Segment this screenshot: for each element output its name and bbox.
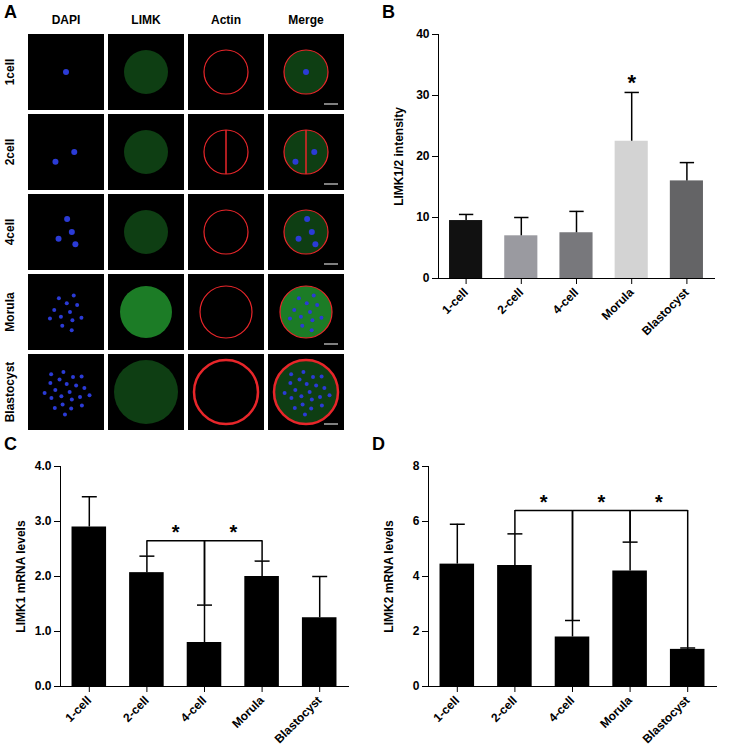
svg-text:4-cell: 4-cell <box>178 693 210 725</box>
svg-text:Morula: Morula <box>597 693 635 731</box>
html-text:C: C <box>4 434 17 454</box>
svg-text:Blastocyst: Blastocyst <box>3 362 17 423</box>
svg-text:*: * <box>627 70 636 95</box>
svg-text:*: * <box>172 521 180 543</box>
svg-text:LIMK1/2 intensity: LIMK1/2 intensity <box>392 107 406 206</box>
svg-text:*: * <box>229 521 237 543</box>
svg-text:1-cell: 1-cell <box>431 693 463 725</box>
svg-text:4-cell: 4-cell <box>546 693 578 725</box>
svg-text:0: 0 <box>423 271 430 285</box>
svg-text:LIMK2 mRNA levels: LIMK2 mRNA levels <box>382 520 396 633</box>
svg-text:4-cell: 4-cell <box>550 285 582 317</box>
svg-text:4cell: 4cell <box>3 219 17 246</box>
svg-text:Blastocyst: Blastocyst <box>272 693 325 746</box>
svg-text:2-cell: 2-cell <box>120 693 152 725</box>
svg-text:Blastocyst: Blastocyst <box>640 693 693 746</box>
svg-text:1-cell: 1-cell <box>439 285 471 317</box>
svg-text:30: 30 <box>416 88 430 102</box>
html-text:B: B <box>382 2 395 22</box>
svg-text:Merge: Merge <box>288 13 324 27</box>
svg-text:40: 40 <box>416 27 430 41</box>
svg-text:1.0: 1.0 <box>35 624 52 638</box>
svg-text:*: * <box>540 491 548 513</box>
svg-text:2-cell: 2-cell <box>488 693 520 725</box>
svg-text:10: 10 <box>416 210 430 224</box>
svg-text:2: 2 <box>413 624 420 638</box>
svg-text:2.0: 2.0 <box>35 569 52 583</box>
svg-text:1-cell: 1-cell <box>63 693 95 725</box>
svg-text:0: 0 <box>413 679 420 693</box>
svg-text:8: 8 <box>413 459 420 473</box>
svg-text:*: * <box>597 491 605 513</box>
svg-text:Morula: Morula <box>3 292 17 332</box>
svg-text:LIMK1 mRNA levels: LIMK1 mRNA levels <box>14 520 28 633</box>
svg-text:LIMK: LIMK <box>131 13 161 27</box>
svg-text:4: 4 <box>413 569 420 583</box>
svg-text:Actin: Actin <box>211 13 241 27</box>
svg-text:2cell: 2cell <box>3 139 17 166</box>
svg-text:1cell: 1cell <box>3 59 17 86</box>
svg-text:2-cell: 2-cell <box>495 285 527 317</box>
html-text:D: D <box>372 434 385 454</box>
svg-text:6: 6 <box>413 514 420 528</box>
svg-text:Morula: Morula <box>229 693 267 731</box>
html-text:A: A <box>4 2 17 22</box>
svg-text:4.0: 4.0 <box>35 459 52 473</box>
svg-text:3.0: 3.0 <box>35 514 52 528</box>
svg-text:Morula: Morula <box>599 285 637 323</box>
svg-text:Blastocyst: Blastocyst <box>639 285 692 338</box>
svg-text:DAPI: DAPI <box>52 13 81 27</box>
svg-text:0.0: 0.0 <box>35 679 52 693</box>
svg-text:*: * <box>655 491 663 513</box>
svg-text:20: 20 <box>416 149 430 163</box>
